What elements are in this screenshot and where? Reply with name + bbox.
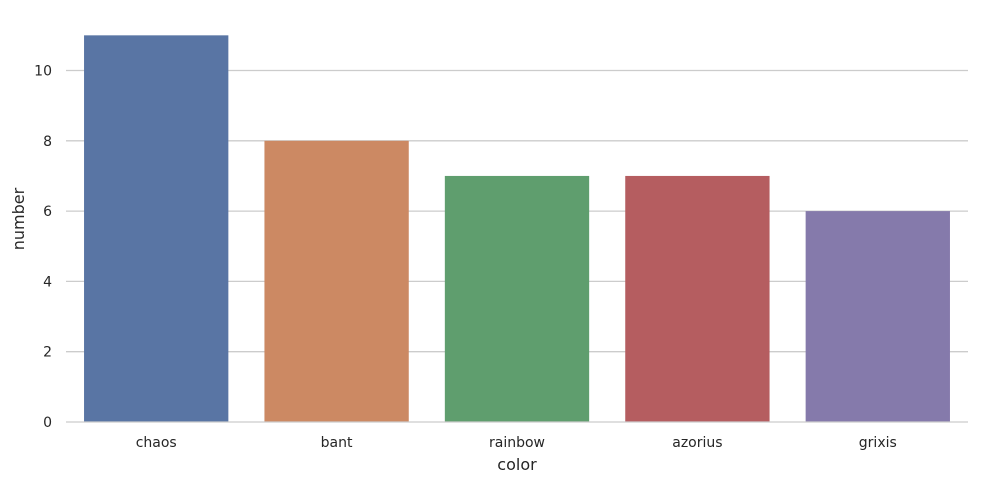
y-tick-label: 6: [43, 204, 52, 220]
y-axis-label: number: [9, 187, 28, 250]
x-tick-label: bant: [321, 435, 353, 451]
y-tick-label: 2: [43, 345, 52, 361]
y-tick-label: 0: [43, 415, 52, 431]
x-tick-label: rainbow: [489, 435, 545, 451]
bar-chaos: [84, 35, 229, 422]
y-tick-label: 10: [34, 63, 52, 79]
bar-grixis: [805, 211, 950, 422]
x-tick-label: azorius: [672, 435, 722, 451]
x-tick-label: chaos: [136, 435, 177, 451]
bar-azorius: [625, 175, 770, 422]
y-tick-labels: 0 2 4 6 8 10: [34, 63, 52, 431]
x-tick-label: grixis: [859, 435, 897, 451]
y-tick-label: 4: [43, 274, 52, 290]
bars: [84, 35, 950, 422]
y-tick-label: 8: [43, 134, 52, 150]
x-axis-label: color: [497, 455, 537, 474]
bar-bant: [264, 140, 409, 422]
bar-rainbow: [444, 175, 590, 422]
x-tick-labels: chaos bant rainbow azorius grixis: [136, 435, 897, 451]
